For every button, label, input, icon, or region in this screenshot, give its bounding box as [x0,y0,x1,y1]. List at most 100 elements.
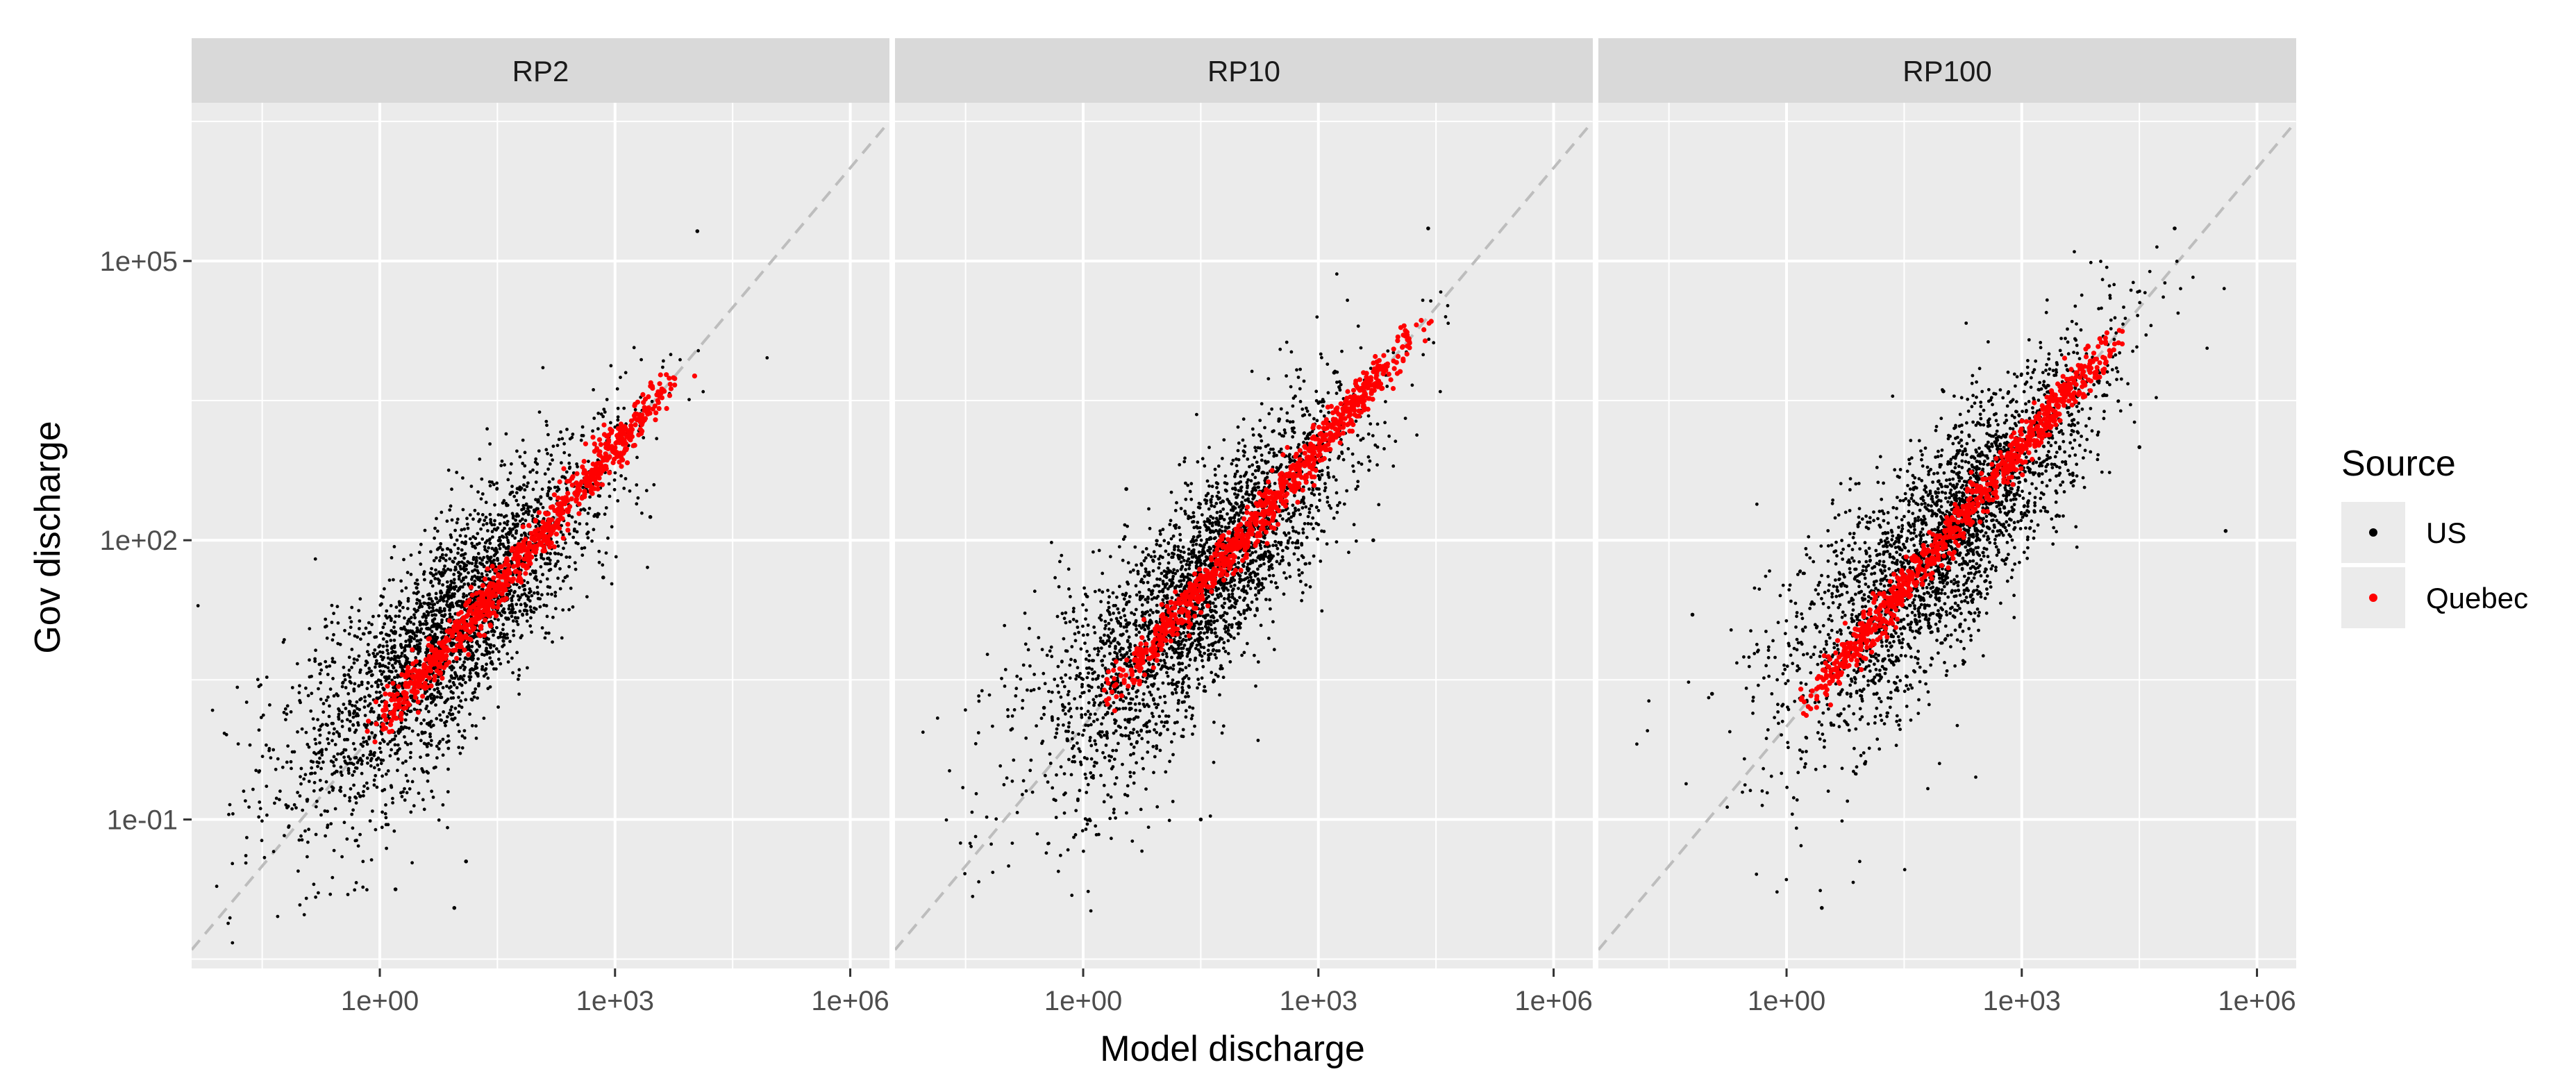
point-us [412,644,417,648]
point-us [297,838,301,842]
point-us [468,712,471,716]
point-us [482,564,486,569]
point-us [652,482,656,487]
point-us [458,666,462,669]
point-us [640,511,644,515]
point-us [541,573,544,577]
point-quebec [374,721,379,727]
point-us [419,739,423,743]
point-us [464,576,468,579]
point-us [438,692,442,696]
point-us [971,894,975,898]
point-us [568,465,572,469]
point-us [387,578,392,582]
point-us [1106,793,1110,797]
point-us [449,548,453,552]
point-us [524,594,528,598]
point-us [501,628,505,632]
point-us [1207,484,1211,488]
point-us [384,803,387,807]
point-us [1142,559,1146,563]
point-us [387,669,392,673]
point-us [382,670,385,673]
point-quebec [640,392,646,398]
point-us [421,615,425,619]
point-us [331,788,335,792]
point-us [435,622,440,626]
point-us [327,731,331,734]
point-us [382,688,386,691]
point-us [499,635,502,639]
point-us [371,614,375,619]
point-us [482,555,486,560]
point-us [424,622,428,626]
point-us [525,612,529,616]
point-quebec [499,582,504,588]
point-us [524,603,528,607]
point-us [419,638,423,642]
point-quebec [603,467,609,472]
point-us [306,855,309,859]
point-us [419,562,423,566]
series-us [196,229,769,945]
point-us [1253,614,1257,618]
point-us [292,803,296,807]
point-us [356,635,360,639]
point-us [1153,555,1157,558]
point-us [370,623,374,626]
point-us [1085,649,1089,653]
point-us [442,556,445,560]
point-us [324,660,328,664]
point-us [461,663,465,667]
point-us [433,526,437,530]
point-us [1315,315,1319,319]
point-us [1285,340,1289,344]
point-us [398,633,402,637]
point-us [380,700,384,704]
point-us [383,812,387,816]
point-us [227,812,231,816]
point-us [343,678,347,682]
point-us [613,471,617,475]
point-us [231,941,235,945]
point-us [970,810,974,814]
point-us [1170,655,1173,660]
point-us [1199,636,1203,640]
point-us [328,664,332,668]
point-us [539,502,543,506]
point-us [333,727,336,731]
point-us [446,734,450,738]
point-us [1113,782,1117,786]
point-us [371,651,376,655]
point-us [506,541,510,544]
point-us [405,712,409,716]
point-us [483,653,486,657]
point-us [635,455,639,460]
point-us [367,643,370,646]
point-us [393,650,397,654]
point-outlier [342,673,347,678]
point-us [1254,586,1257,590]
point-us [987,693,992,697]
point-us [358,627,361,630]
point-us [440,621,444,624]
point-us [325,636,329,640]
point-us [415,630,419,634]
point-us [572,529,576,532]
point-us [560,636,564,640]
point-us [1304,583,1308,587]
point-us [522,483,526,487]
point-us [273,801,276,805]
point-us [521,462,525,465]
point-us [1320,609,1324,613]
point-quebec [458,644,464,650]
point-us [935,716,939,720]
point-quebec [621,450,626,455]
point-us [1161,579,1165,583]
point-us [467,561,471,565]
point-us [269,756,273,759]
point-us [276,914,280,918]
point-us [360,680,364,684]
point-us [583,546,587,550]
facet-panels: RP2 RP10 RP100 [192,38,2296,968]
